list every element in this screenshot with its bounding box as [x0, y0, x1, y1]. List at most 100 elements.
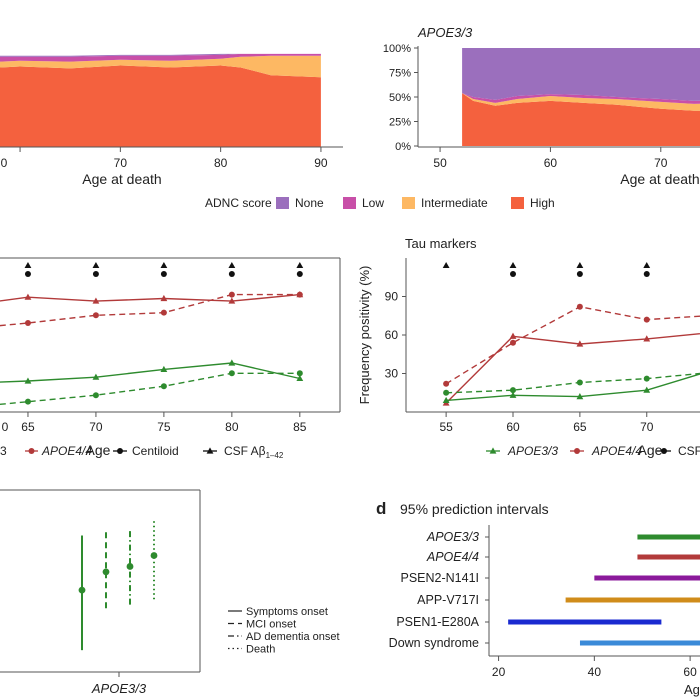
data-point	[576, 303, 583, 310]
significance-triangle	[509, 262, 517, 268]
data-point	[296, 374, 304, 382]
legend-marker-centiloid	[117, 448, 123, 454]
data-point	[92, 373, 100, 380]
significance-circle	[643, 271, 650, 277]
amyloid-legend: 3 APOE4/4 Centiloid CSF Aβ1–42	[0, 444, 284, 460]
area-none	[462, 48, 700, 101]
significance-triangle	[442, 262, 450, 268]
series-line-apoe4-4-csf	[445, 333, 700, 404]
x-tick-label: 70	[89, 420, 103, 434]
x-tick-label: 70	[114, 156, 128, 170]
category-label: APOE3/3	[426, 530, 479, 544]
legend-marker-csf	[206, 447, 214, 454]
data-point	[442, 396, 450, 404]
legend-tau-apoe44: APOE4/4	[591, 444, 642, 458]
prediction-interval-chart: 95% prediction intervals APOE3/3 APOE4/4 PS…	[389, 501, 700, 697]
onset-interval-chart: APOE3/3	[0, 489, 201, 696]
chart-title: Tau markers	[405, 236, 477, 251]
x-tick-label: 40	[588, 665, 602, 679]
chart-title: APOE3/3	[417, 25, 473, 40]
series-line-apoe4-4-csf	[0, 293, 300, 302]
x-tick-label: 70	[654, 156, 668, 170]
x-axis-label: Age at death	[620, 171, 699, 187]
data-point	[643, 386, 651, 393]
significance-triangle	[160, 262, 168, 268]
x-axis-label: Age at death	[82, 171, 161, 187]
data-point	[510, 339, 516, 346]
category-label: Down syndrome	[389, 636, 479, 650]
significance-circle	[92, 271, 99, 277]
y-tick-label: 75%	[389, 68, 411, 80]
tau-legend: APOE3/3 APOE4/4 CSF	[486, 444, 700, 458]
y-tick-label: 60	[385, 328, 399, 342]
data-point	[92, 312, 99, 319]
legend-tau-csf: CSF	[678, 444, 700, 458]
legend-label-high: High	[530, 196, 555, 210]
y-axis-label: Frequency positivity (%)	[357, 266, 372, 405]
significance-circle	[24, 271, 31, 277]
legend-label-none: None	[295, 196, 324, 210]
x-tick-label: 0	[1, 156, 8, 170]
significance-circle	[160, 271, 167, 277]
x-tick-label: 65	[21, 420, 35, 434]
amyloid-line-chart: 65 70 75 80 85 0 Age	[0, 257, 341, 458]
legend-csf-abeta: CSF Aβ1–42	[224, 444, 284, 460]
x-tick-label: 60	[506, 420, 520, 434]
significance-triangle	[24, 262, 32, 268]
data-point	[510, 387, 516, 394]
significance-circle	[576, 271, 583, 277]
data-point	[228, 370, 235, 377]
significance-triangle	[92, 262, 100, 268]
adnc-legend: ADNC score None Low Intermediate High	[205, 196, 555, 210]
x-tick-label: 65	[573, 420, 587, 434]
series-line-apoe3-3-centiloid	[0, 372, 300, 406]
legend-label-low: Low	[362, 196, 384, 210]
x-tick-label: 75	[157, 420, 171, 434]
area-low	[0, 53, 321, 62]
data-point	[576, 340, 584, 347]
data-point	[92, 297, 100, 304]
category-label: PSEN1-E280A	[396, 615, 479, 629]
data-point	[92, 392, 99, 399]
category-label: APP-V717I	[417, 593, 479, 607]
onset-legend-label: Symptoms onset	[246, 606, 328, 618]
tau-line-chart: Tau markers 30 60 90 55 60 65 70 Age Frequency po…	[357, 236, 700, 458]
panel-label-d: d	[376, 499, 386, 518]
series-line-apoe3-3-csf	[0, 362, 300, 383]
area-none	[0, 53, 321, 57]
data-point	[24, 398, 31, 405]
data-point	[296, 291, 303, 298]
category-label: PSEN2-N141I	[400, 571, 479, 585]
x-axis-label: APOE3/3	[91, 681, 147, 696]
x-tick-label: 50	[433, 156, 447, 170]
data-point	[228, 291, 235, 298]
x-tick-label: 60	[544, 156, 558, 170]
legend-apoe44: APOE4/4	[41, 444, 92, 458]
data-point	[228, 297, 236, 304]
data-point	[509, 391, 517, 398]
x-axis-label-cropped: Ag	[684, 682, 700, 697]
interval-point	[150, 552, 158, 559]
legend-marker-apoe33	[489, 447, 497, 454]
y-tick-label: 30	[385, 367, 399, 381]
legend-swatch-intermediate	[402, 197, 415, 209]
legend-swatch-none	[276, 197, 289, 209]
legend-swatch-high	[511, 197, 524, 209]
legend-apoe33-fragment: 3	[0, 444, 7, 458]
legend-marker-apoe44	[28, 448, 35, 454]
data-point	[576, 393, 584, 400]
data-point	[443, 380, 450, 387]
series-line-apoe3-3-pet	[446, 372, 700, 394]
significance-triangle	[228, 262, 236, 268]
area-high	[0, 65, 321, 147]
interval-point	[78, 586, 86, 594]
chart-title: 95% prediction intervals	[400, 501, 549, 517]
data-point	[443, 389, 450, 396]
legend-swatch-low	[343, 197, 356, 209]
significance-circle	[510, 271, 516, 277]
data-point	[160, 383, 167, 390]
significance-circle	[228, 271, 235, 277]
onset-legend-label: MCI onset	[246, 619, 296, 631]
